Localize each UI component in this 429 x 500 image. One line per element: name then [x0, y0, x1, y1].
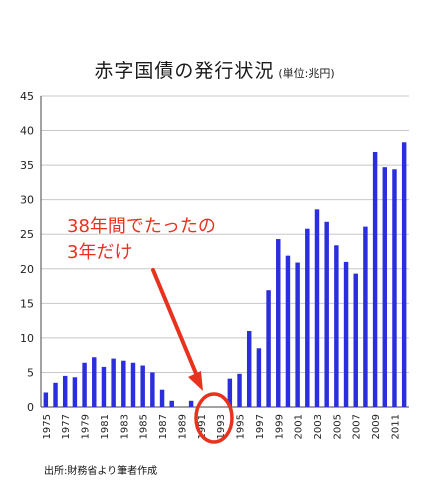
- x-tick-label: 1977: [61, 414, 72, 439]
- bar-1977: [62, 375, 68, 407]
- bar-1988: [169, 400, 174, 407]
- x-tick-label: 1979: [81, 414, 92, 439]
- annotation-text-line2: 3年だけ: [67, 242, 132, 263]
- bar-2007: [353, 273, 358, 407]
- bar-2002: [305, 228, 310, 407]
- x-tick-label: 1991: [197, 414, 208, 439]
- annotation-arrow-shaft: [151, 268, 199, 378]
- bar-1985: [140, 365, 145, 407]
- bar-2008: [363, 226, 368, 407]
- x-tick-label: 2011: [390, 414, 401, 439]
- bar-2000: [285, 255, 291, 407]
- bar-1997: [256, 348, 262, 407]
- bar-1979: [82, 362, 87, 407]
- annotation-text-line1: 38年間でたったの: [67, 216, 216, 237]
- x-tick-label: 1981: [100, 414, 111, 439]
- x-tick-label: 2003: [313, 414, 324, 439]
- bar-1999: [276, 239, 281, 407]
- chart-title: 赤字国債の発行状況 (単位:兆円): [0, 56, 429, 83]
- y-tick-label: 30: [20, 194, 34, 207]
- bar-1978: [72, 377, 78, 407]
- y-tick-label: 45: [20, 90, 34, 103]
- y-tick-label: 25: [20, 228, 34, 241]
- bar-1983: [121, 360, 126, 407]
- bar-2005: [334, 245, 339, 407]
- y-tick-label: 20: [20, 263, 34, 276]
- x-tick-label: 1975: [42, 414, 53, 439]
- bar-1976: [53, 382, 58, 407]
- y-tick-label: 35: [20, 159, 34, 172]
- x-tick-label: 1989: [177, 414, 188, 439]
- y-tick-label: 5: [27, 366, 34, 379]
- x-tick-label: 1993: [216, 414, 227, 439]
- y-tick-label: 15: [20, 297, 34, 310]
- x-tick-label: 1983: [119, 414, 130, 439]
- bar-1987: [159, 389, 165, 407]
- x-tick-labels: 1975 1977 1979 1981 1983 1985 1987 1989 1991 1993…: [42, 414, 402, 439]
- chart-title-unit: (単位:兆円): [278, 67, 335, 80]
- bar-1980: [92, 357, 97, 407]
- x-tick-label: 2005: [332, 414, 343, 439]
- bar-1982: [111, 358, 116, 407]
- bar-1996: [246, 330, 252, 407]
- x-tick-label: 1997: [255, 414, 266, 439]
- bar-2003: [314, 209, 320, 407]
- bar-1990: [188, 400, 194, 407]
- bar-1998: [266, 290, 271, 407]
- x-tick-label: 1999: [274, 414, 285, 439]
- x-tick-label: 2009: [371, 414, 382, 439]
- x-tick-label: 2007: [352, 414, 363, 439]
- y-tick-label: 40: [20, 125, 34, 138]
- bar-2009: [372, 151, 378, 407]
- x-tick-label: 1995: [236, 414, 247, 439]
- bar-1975: [43, 392, 49, 407]
- bar-2001: [295, 262, 300, 407]
- annotation: 38年間でたったの 3年だけ: [67, 216, 234, 444]
- bar-2006: [343, 261, 349, 407]
- x-tick-label: 1985: [139, 414, 150, 439]
- y-tick-label: 10: [20, 332, 34, 345]
- bar-1995: [237, 373, 242, 407]
- bar-series: [43, 142, 407, 408]
- y-tick-label: 0: [27, 401, 34, 414]
- y-tick-labels: 0 5 10 15 20 25 30 35 40 45: [20, 90, 34, 414]
- bar-1994: [227, 378, 233, 407]
- bar-2011: [392, 169, 397, 407]
- x-tick-label: 2001: [294, 414, 305, 439]
- annotation-arrow-head: [188, 371, 203, 391]
- bar-2004: [324, 221, 329, 407]
- x-tick-label: 1987: [158, 414, 169, 439]
- bar-1986: [150, 372, 155, 407]
- source-note: 出所:財務省より筆者作成: [44, 466, 158, 477]
- bar-1984: [130, 362, 136, 407]
- bar-2012: [401, 142, 407, 408]
- bar-2010: [382, 167, 388, 407]
- bar-1981: [101, 366, 107, 407]
- annotation-circle: [194, 392, 234, 444]
- chart-title-text: 赤字国債の発行状況: [94, 60, 275, 82]
